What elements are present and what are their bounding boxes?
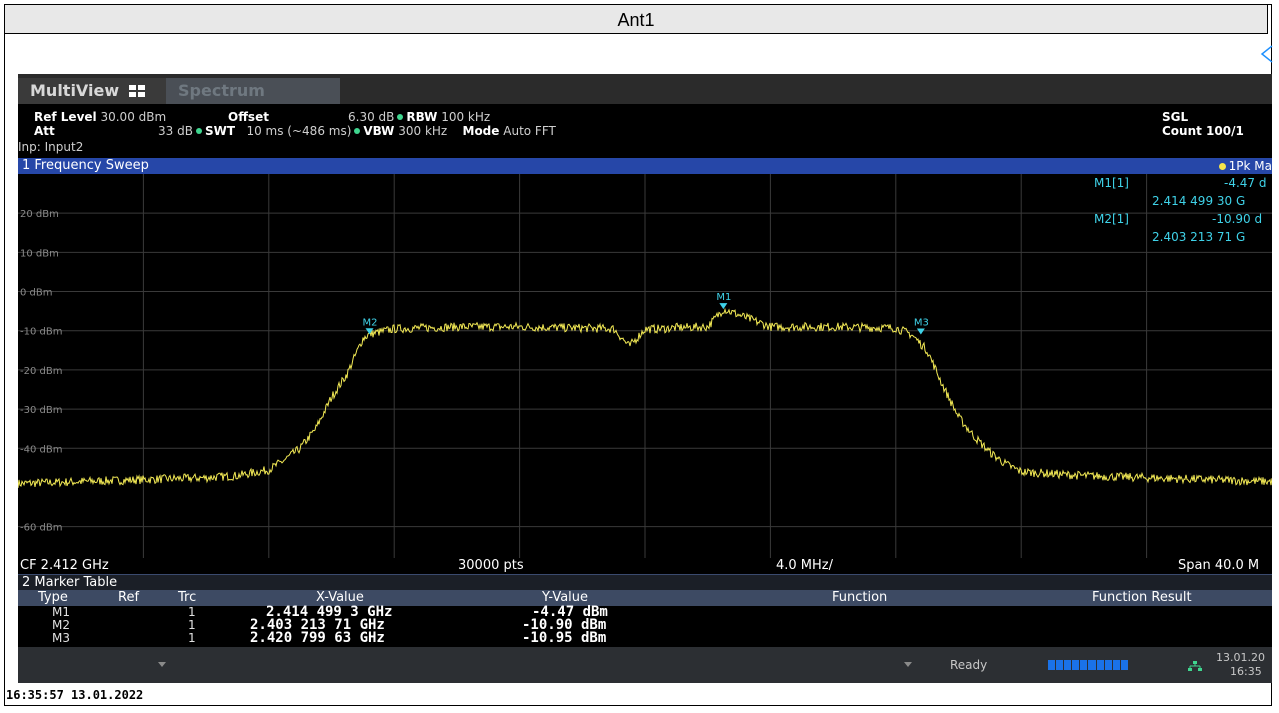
- sweep-progress-bar: [1048, 660, 1128, 670]
- frequency-per-division: 4.0 MHz/: [776, 558, 834, 573]
- analyzer-screen: MultiView Spectrum Ref Level 30.00 dBm O…: [18, 74, 1272, 683]
- center-frequency: CF 2.412 GHz: [20, 558, 109, 573]
- spectrum-plot[interactable]: 20 dBm 10 dBm 0 dBm -10 dBm -20 dBm -30 dBm -4…: [18, 174, 1272, 558]
- marker-table-header: Type Ref Trc X-Value Y-Value Function Fu…: [18, 590, 1272, 606]
- progress-segment: [1112, 660, 1120, 670]
- tab-spectrum-label: Spectrum: [178, 81, 265, 100]
- row-type: M3: [52, 631, 70, 645]
- input-label: Inp: Input2: [18, 140, 84, 154]
- marker-readout-m1-level: -4.47 d: [1224, 176, 1267, 190]
- frequency-span: Span 40.0 M: [1178, 558, 1260, 573]
- frequency-axis: CF 2.412 GHz 30000 pts 4.0 MHz/ Span 40.…: [18, 558, 1272, 574]
- y-tick-label: 0 dBm: [20, 288, 53, 299]
- sweep-window-title-text: 1 Frequency Sweep: [22, 158, 149, 173]
- y-tick-label: 10 dBm: [20, 248, 59, 259]
- marker-readout-m2-freq: 2.403 213 71 G: [1152, 230, 1246, 244]
- marker-readout-m2-level: -10.90 d: [1212, 212, 1263, 226]
- marker-table-title[interactable]: 2 Marker Table: [18, 574, 1272, 590]
- ref-level[interactable]: Ref Level 30.00 dBm: [34, 110, 167, 124]
- y-tick-label: -20 dBm: [20, 366, 62, 377]
- marker-triangle-m2: [365, 328, 374, 335]
- progress-segment: [1088, 660, 1096, 670]
- marker-triangle-m3: [916, 328, 925, 335]
- col-trc: Trc: [178, 590, 197, 605]
- col-x-value: X-Value: [316, 590, 364, 605]
- progress-segment: [1056, 660, 1064, 670]
- att-value[interactable]: 33 dB SWT 10 ms (~486 ms) VBW 300 kHz Mode…: [158, 124, 556, 138]
- status-bar: Ready 13.01.20 16:35: [18, 647, 1272, 683]
- y-tick-label: -30 dBm: [20, 405, 62, 416]
- y-tick-label: -40 dBm: [20, 444, 62, 455]
- marker-label-m1: M1: [716, 292, 731, 303]
- tab-multiview-label: MultiView: [30, 81, 120, 100]
- progress-segment: [1064, 660, 1072, 670]
- row-y-value: -10.95 dBm: [522, 630, 607, 646]
- status-date: 13.01.20: [1216, 651, 1265, 664]
- capture-timestamp: 16:35:57 13.01.2022: [6, 688, 144, 702]
- tab-bar: MultiView Spectrum: [18, 74, 1272, 104]
- col-y-value: Y-Value: [542, 590, 589, 605]
- status-time: 16:35: [1230, 665, 1262, 678]
- y-tick-label: -60 dBm: [20, 523, 62, 534]
- back-arrow-icon[interactable]: [1260, 44, 1274, 64]
- offset-label: Offset: [228, 110, 269, 124]
- network-icon: [1188, 661, 1202, 671]
- grid-icon: [129, 85, 146, 97]
- trace-indicator: 1Pk Ma: [1218, 158, 1272, 174]
- row-trc: 1: [188, 631, 196, 645]
- tab-spectrum[interactable]: Spectrum: [166, 78, 340, 104]
- row-x-value: 2.420 799 63 GHz: [250, 630, 385, 646]
- col-ref: Ref: [118, 590, 140, 605]
- chevron-down-icon[interactable]: [158, 662, 166, 668]
- row-y-value: -4.47 dBm: [532, 604, 608, 620]
- row-type: M2: [52, 618, 70, 632]
- sweep-window-title[interactable]: 1 Frequency Sweep 1Pk Ma: [18, 158, 1272, 174]
- table-row[interactable]: M2 1 2.403 213 71 GHz -10.90 dBm: [18, 617, 1272, 633]
- table-row[interactable]: M1 1 2.414 499 3 GHz -4.47 dBm: [18, 604, 1272, 620]
- marker-readout-m2-label: M2[1]: [1094, 212, 1129, 226]
- progress-segment: [1120, 660, 1128, 670]
- settings-panel: Ref Level 30.00 dBm Offset 6.30 dB RBW 10…: [18, 104, 1272, 158]
- row-y-value: -10.90 dBm: [522, 617, 607, 633]
- progress-segment: [1048, 660, 1056, 670]
- row-trc: 1: [188, 605, 196, 619]
- spectrum-chart: 20 dBm 10 dBm 0 dBm -10 dBm -20 dBm -30 dBm -4…: [18, 174, 1272, 558]
- offset-value[interactable]: 6.30 dB RBW 100 kHz: [348, 110, 491, 124]
- y-tick-label: -10 dBm: [20, 327, 62, 338]
- progress-segment: [1072, 660, 1080, 670]
- col-function: Function: [832, 590, 888, 605]
- spectrum-trace: [18, 307, 1272, 488]
- progress-segment: [1080, 660, 1088, 670]
- att-label: Att: [34, 124, 55, 138]
- sgl-label: SGL: [1162, 110, 1189, 124]
- col-type: Type: [38, 590, 68, 605]
- sweep-points: 30000 pts: [458, 558, 524, 573]
- tab-multiview[interactable]: MultiView: [18, 78, 166, 104]
- marker-readout-m1-label: M1[1]: [1094, 176, 1129, 190]
- marker-readout-m1-freq: 2.414 499 30 G: [1152, 194, 1246, 208]
- row-type: M1: [52, 605, 70, 619]
- status-ready: Ready: [950, 658, 988, 672]
- table-row[interactable]: M3 1 2.420 799 63 GHz -10.95 dBm: [18, 630, 1272, 646]
- y-tick-label: 20 dBm: [20, 209, 59, 220]
- window-title: Ant1: [4, 4, 1268, 34]
- chevron-down-icon[interactable]: [904, 662, 912, 668]
- row-trc: 1: [188, 618, 196, 632]
- marker-label-m2: M2: [363, 317, 378, 328]
- row-x-value: 2.414 499 3 GHz: [266, 604, 393, 620]
- trace-dot-icon: [1218, 163, 1226, 170]
- sweep-count: Count 100/1: [1162, 124, 1244, 138]
- marker-label-m3: M3: [914, 317, 929, 328]
- marker-triangle-m1: [719, 303, 728, 310]
- col-function-result: Function Result: [1092, 590, 1192, 605]
- progress-segment: [1096, 660, 1104, 670]
- row-x-value: 2.403 213 71 GHz: [250, 617, 385, 633]
- progress-segment: [1104, 660, 1112, 670]
